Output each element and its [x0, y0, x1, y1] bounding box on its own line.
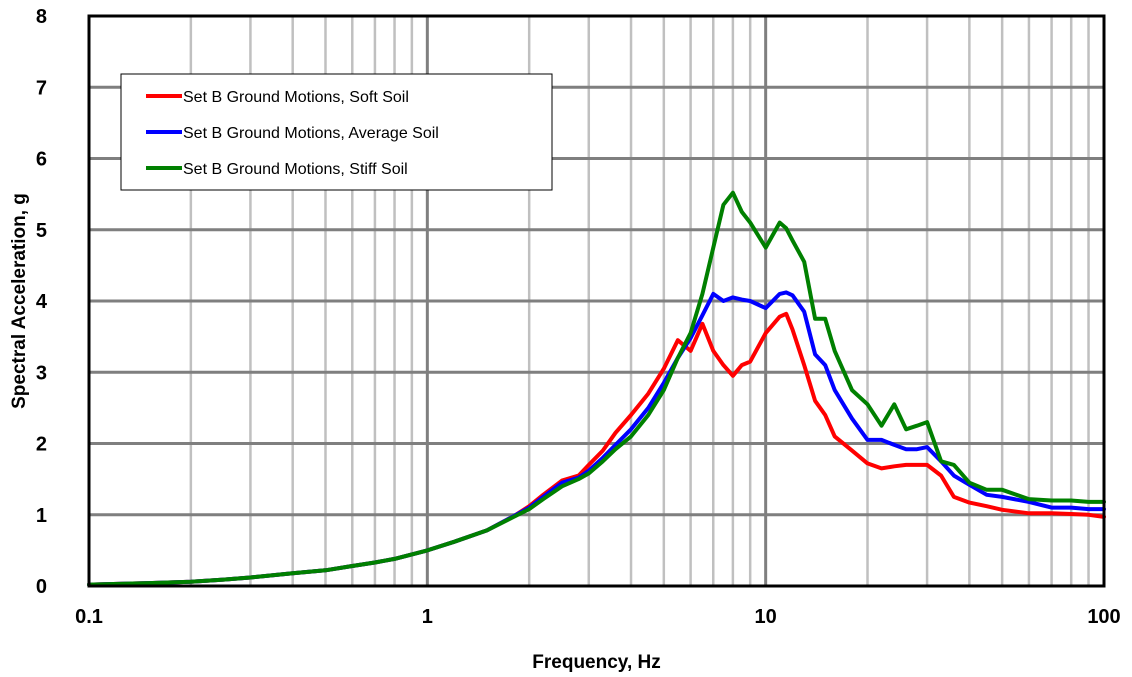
x-tick-label: 100: [1087, 606, 1120, 628]
series-line-3: [87, 190, 1106, 587]
y-tick-label: 0: [36, 576, 47, 598]
legend-label-2: Set B Ground Motions, Average Soil: [183, 125, 439, 142]
legend: Set B Ground Motions, Soft Soil Set B Gro…: [120, 73, 553, 191]
y-tick-label: 3: [36, 362, 47, 384]
x-tick-label: 1: [422, 606, 433, 628]
y-tick-label: 6: [36, 149, 47, 171]
y-tick-label: 7: [36, 77, 47, 99]
y-tick-label: 8: [36, 6, 47, 28]
y-tick-label: 4: [36, 291, 48, 313]
y-tick-label: 5: [36, 220, 47, 242]
x-tick-labels: 0.1 1 10 100: [75, 606, 1121, 628]
plot-area-frame: [87, 14, 1106, 588]
x-tick-label: 0.1: [75, 606, 103, 628]
y-tick-label: 2: [36, 434, 47, 456]
legend-box: [120, 73, 553, 191]
legend-label-1: Set B Ground Motions, Soft Soil: [183, 89, 409, 106]
series-layer: [87, 190, 1106, 587]
y-tick-labels: 0 1 2 3 4 5 6 7 8: [36, 6, 48, 598]
y-axis-title: Spectral Acceleration, g: [9, 193, 30, 409]
y-tick-label: 1: [36, 505, 47, 527]
x-tick-label: 10: [755, 606, 777, 628]
x-axis-title: Frequency, Hz: [532, 652, 660, 673]
legend-label-3: Set B Ground Motions, Stiff Soil: [183, 161, 408, 178]
